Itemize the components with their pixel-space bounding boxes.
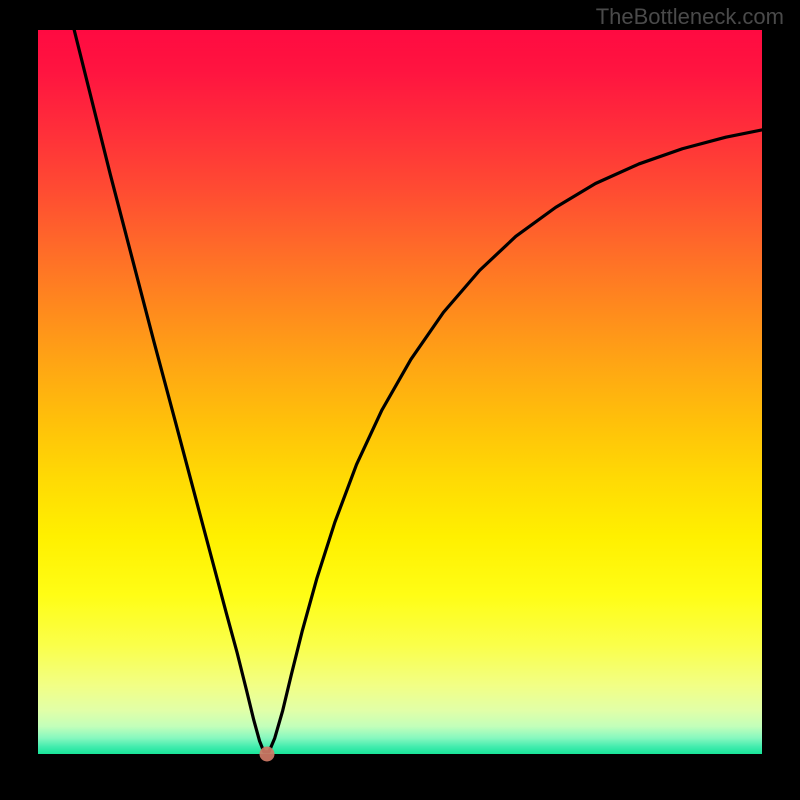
curve-path — [74, 30, 762, 752]
plot-area — [38, 30, 762, 754]
watermark-text: TheBottleneck.com — [596, 4, 784, 30]
bottleneck-curve — [38, 30, 762, 754]
optimum-marker — [259, 747, 274, 762]
